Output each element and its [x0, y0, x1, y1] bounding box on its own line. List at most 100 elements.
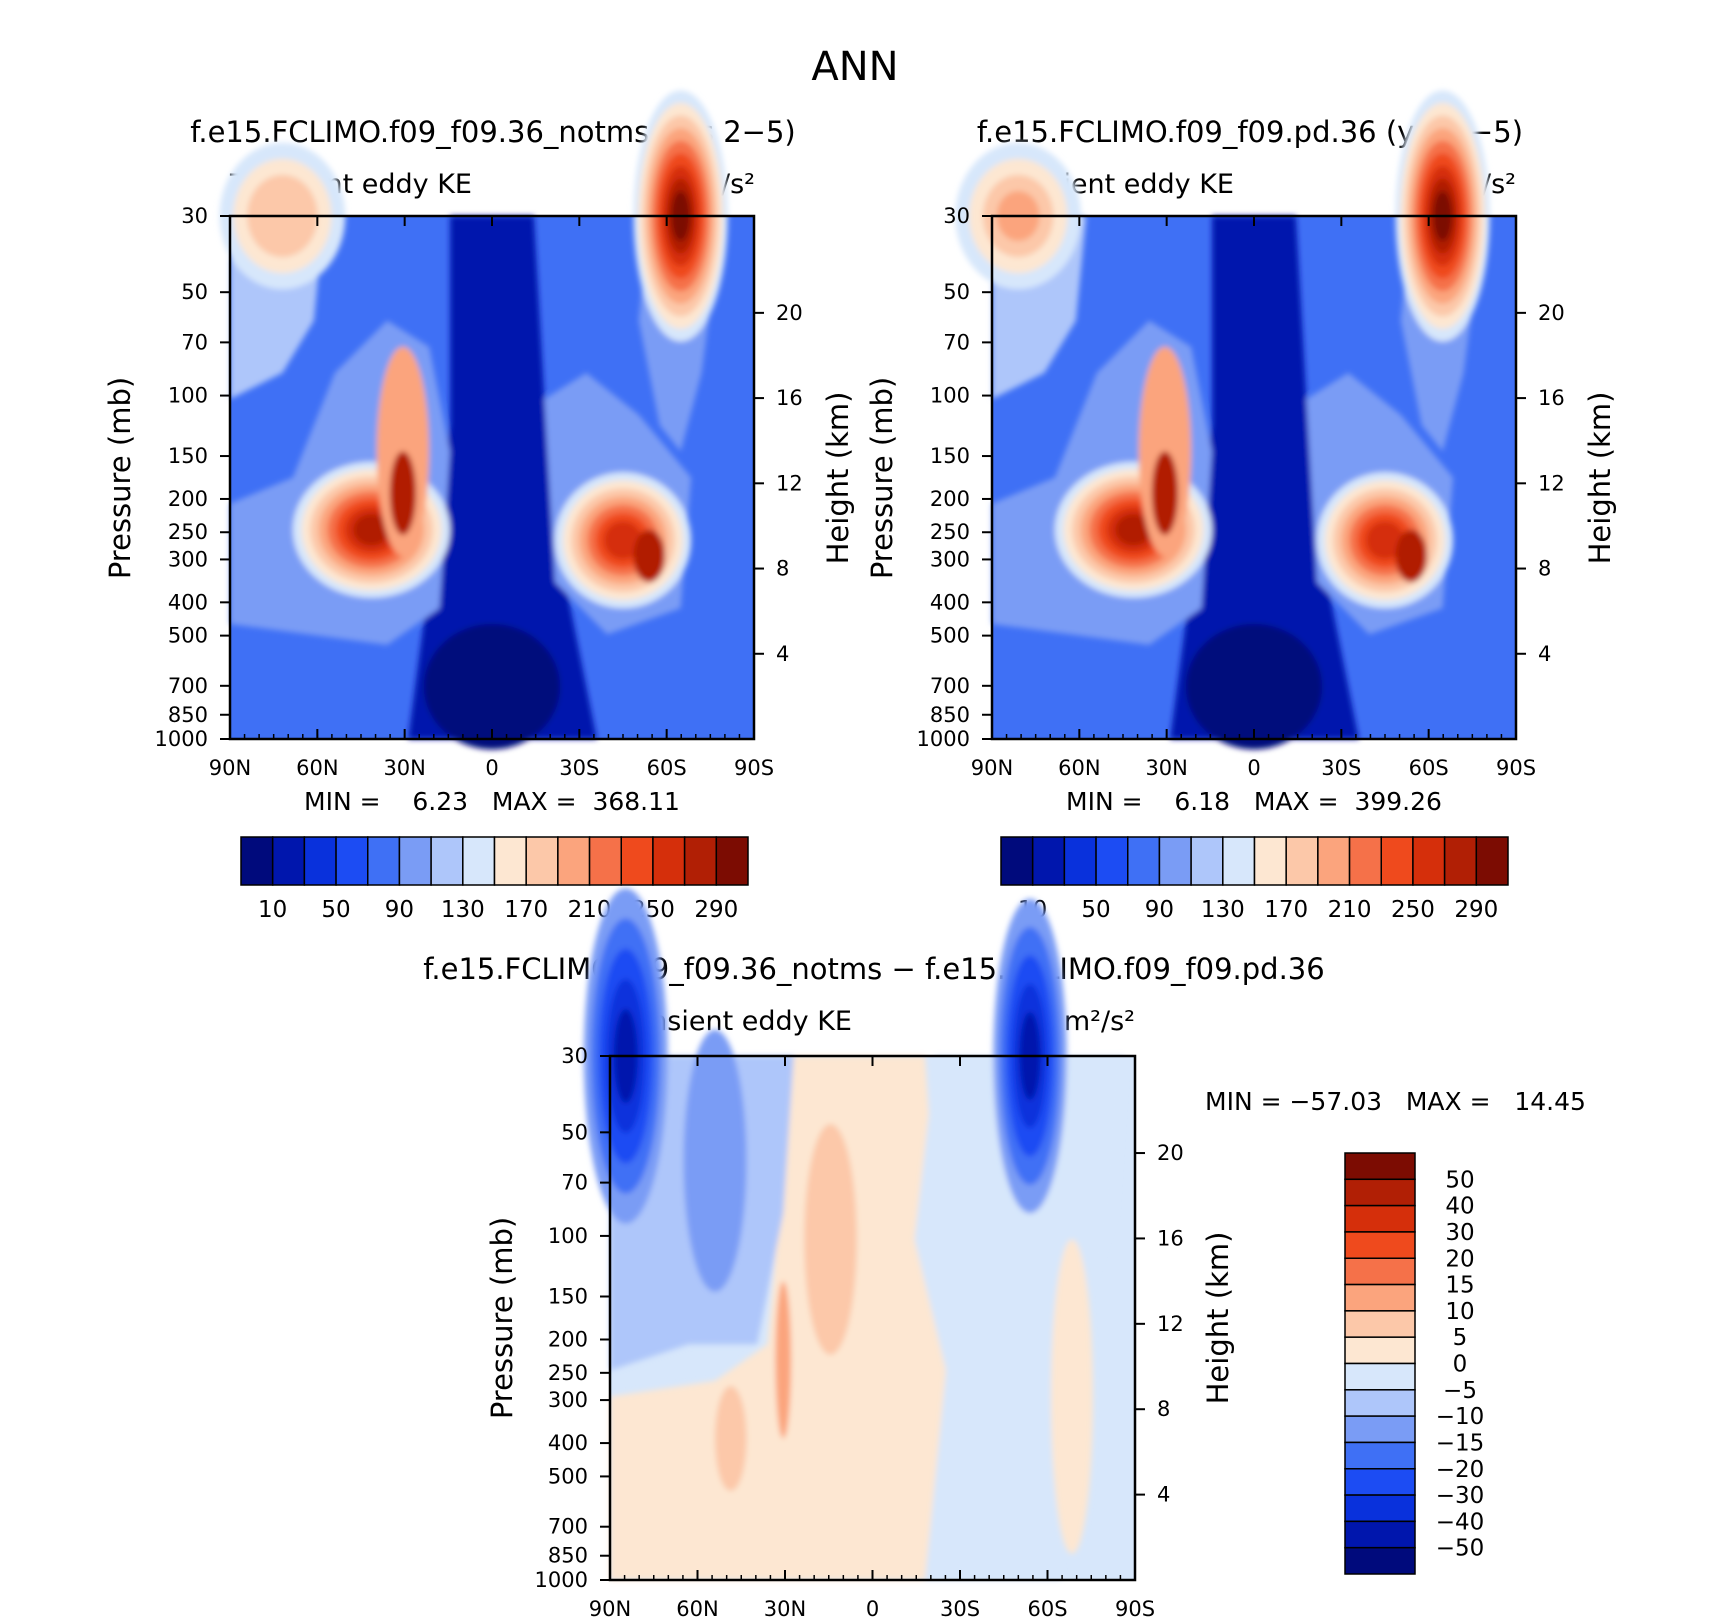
colorbar-swatch	[1222, 836, 1256, 886]
x-tick-label: 30N	[383, 756, 425, 780]
y-tick-label: 70	[181, 330, 208, 354]
colorbar-swatch	[303, 836, 337, 886]
nh-jet-max-contour	[1151, 451, 1179, 536]
nh-jet-core-contour	[1138, 346, 1192, 556]
sh-stormtrack-level-13	[603, 521, 643, 560]
panel-3-ylabel: Pressure (mb)	[485, 1217, 519, 1419]
colorbar-swatch	[1317, 836, 1351, 886]
x-tick-label: 90S	[1496, 756, 1536, 780]
colorbar-swatch	[335, 836, 369, 886]
colorbar-label: 90	[385, 897, 414, 923]
sh-stormtrack-max-contour	[633, 529, 665, 583]
panel-1-y2label: Height (km)	[821, 392, 855, 565]
colorbar-swatch	[1344, 1178, 1416, 1207]
y-tick-label: 400	[930, 590, 970, 614]
colorbar-swatch	[240, 836, 274, 886]
panel-3-title: f.e15.FCLIMO.f09_f09.36_notms − f.e15.FC…	[423, 952, 1324, 986]
colorbar-label: 10	[258, 897, 287, 923]
colorbar-label: 250	[1391, 897, 1435, 923]
colorbar-label: 0	[1453, 1352, 1468, 1378]
colorbar-swatch	[1344, 1494, 1416, 1523]
panel-3-minmax: MIN = −57.03 MAX = 14.45	[1205, 1087, 1586, 1116]
colorbar-swatch	[271, 836, 306, 886]
colorbar-swatch	[1443, 836, 1478, 886]
x-tick-label: 30N	[1145, 756, 1187, 780]
x-tick-label: 30S	[940, 1597, 980, 1617]
y-tick-label: 70	[561, 1171, 588, 1195]
colorbar-swatch	[683, 836, 718, 886]
y-tick-label: 200	[930, 487, 970, 511]
y2-tick-label: 12	[1157, 1312, 1184, 1336]
colorbar-swatch	[398, 836, 432, 886]
colorbar-label: 290	[1454, 897, 1498, 923]
y-tick-label: 100	[168, 384, 208, 408]
y2-tick-label: 8	[1157, 1397, 1170, 1421]
colorbar-label: −50	[1436, 1536, 1485, 1562]
x-tick-label: 90S	[1115, 1597, 1155, 1617]
y2-tick-label: 16	[776, 386, 803, 410]
colorbar-swatch	[1158, 836, 1192, 886]
colorbar-label: 210	[1328, 897, 1372, 923]
panel-2-y2label: Height (km)	[1583, 392, 1617, 565]
x-tick-label: 30N	[764, 1597, 806, 1617]
colorbar-swatch	[1344, 1389, 1416, 1417]
x-tick-label: 0	[1247, 756, 1260, 780]
colorbar-swatch	[525, 836, 559, 886]
colorbar-label: 30	[1445, 1220, 1474, 1246]
colorbar-label: 90	[1145, 897, 1174, 923]
colorbar-swatch	[1344, 1336, 1416, 1365]
colorbar-swatch	[1285, 836, 1319, 886]
sh-stormtrack-level-13	[1365, 521, 1405, 560]
y-tick-label: 850	[168, 703, 208, 727]
nh-30n-positive-core-contour	[775, 1281, 792, 1439]
panel-2-plot-area	[955, 90, 1518, 750]
figure-title: ANN	[811, 44, 898, 90]
nh-jet-max-contour	[389, 451, 417, 536]
y-tick-label: 1000	[917, 727, 970, 751]
colorbar-label: −10	[1436, 1404, 1485, 1430]
colorbar-swatch	[1344, 1231, 1416, 1259]
colorbar-swatch	[1127, 836, 1161, 886]
y-tick-label: 30	[561, 1044, 588, 1068]
y-tick-label: 300	[548, 1388, 588, 1412]
y-tick-label: 500	[548, 1464, 588, 1488]
sh-negative-diff-contour	[914, 1056, 1125, 1580]
y-tick-label: 200	[548, 1327, 588, 1351]
y-tick-label: 700	[930, 674, 970, 698]
y-tick-label: 100	[930, 384, 970, 408]
x-tick-label: 60N	[296, 756, 338, 780]
y-tick-label: 1000	[535, 1568, 588, 1592]
colorbar-swatch	[1348, 836, 1382, 886]
x-tick-label: 30S	[559, 756, 599, 780]
colorbar-swatch	[620, 836, 654, 886]
colorbar-swatch	[1344, 1415, 1416, 1444]
y-tick-label: 50	[181, 280, 208, 304]
colorbar-label: 10	[1445, 1299, 1474, 1325]
colorbar-swatch	[557, 836, 591, 886]
y-tick-label: 150	[168, 444, 208, 468]
y2-tick-label: 4	[1538, 642, 1551, 666]
y-tick-label: 850	[548, 1544, 588, 1568]
x-tick-label: 60N	[676, 1597, 718, 1617]
positive-diff-contour	[610, 1056, 988, 1580]
colorbar-swatch	[1412, 836, 1446, 886]
x-tick-label: 60S	[647, 756, 687, 780]
colorbar-label: 15	[1445, 1273, 1474, 1299]
tropical-lower-minimum-contour	[1185, 623, 1323, 750]
colorbar-label: 290	[694, 897, 738, 923]
y-tick-label: 150	[548, 1285, 588, 1309]
colorbar-swatch	[1344, 1468, 1416, 1496]
colorbar-swatch	[1344, 1204, 1416, 1233]
y2-tick-label: 4	[776, 642, 789, 666]
colorbar-swatch	[1344, 1441, 1416, 1470]
y2-tick-label: 20	[1538, 301, 1565, 325]
colorbar-swatch	[1095, 836, 1129, 886]
colorbar-swatch	[1475, 836, 1509, 886]
x-tick-label: 0	[485, 756, 498, 780]
colorbar-swatch	[1344, 1283, 1416, 1312]
y-tick-label: 100	[548, 1224, 588, 1248]
colorbar-swatch	[1344, 1520, 1416, 1549]
